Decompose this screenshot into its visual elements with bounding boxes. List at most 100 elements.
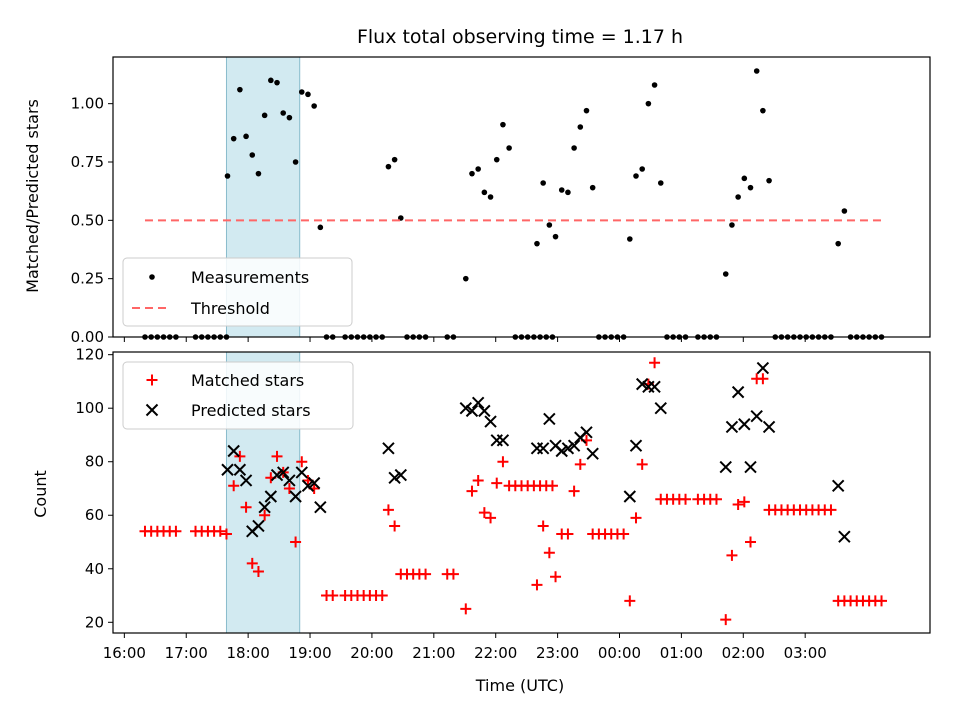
predicted-stars-point xyxy=(543,412,556,426)
top-y-tick-label: 0.75 xyxy=(71,153,104,171)
bottom-plot: 20 40 60 80 100 120 16:00 17:00 18:00 19:00 20:00 2… xyxy=(75,346,931,662)
predicted-stars-point xyxy=(283,474,296,487)
predicted-stars-point xyxy=(465,404,479,418)
matched-stars-point xyxy=(170,525,182,537)
measurement-point xyxy=(481,189,488,196)
predicted-stars-point xyxy=(654,401,667,415)
measurement-point xyxy=(657,180,664,186)
measurement-point xyxy=(469,170,475,177)
predicted-stars-point xyxy=(258,501,271,514)
x-tick-label: 18:00 xyxy=(227,644,270,662)
x-tick-label: 17:00 xyxy=(165,644,208,662)
bottom-y-tick-label: 100 xyxy=(75,399,104,417)
x-axis-label: Time (UTC) xyxy=(475,676,564,695)
bottom-series-0 xyxy=(139,357,888,626)
matched-stars-point xyxy=(472,474,484,486)
matched-stars-point xyxy=(624,595,636,607)
measurement-point xyxy=(475,166,481,172)
matched-stars-point xyxy=(649,357,661,369)
measurement-point xyxy=(391,156,398,163)
predicted-stars-point xyxy=(264,490,278,503)
measurement-point xyxy=(249,152,256,158)
measurement-point xyxy=(741,175,748,182)
legend-label-threshold: Threshold xyxy=(190,299,270,318)
measurement-point xyxy=(506,145,512,151)
predicted-stars-point xyxy=(471,396,485,410)
measurement-point xyxy=(577,124,584,130)
x-tick-label: 00:00 xyxy=(598,644,641,662)
measurement-point xyxy=(760,107,766,114)
measurement-point xyxy=(534,240,540,247)
matched-stars-point xyxy=(568,485,580,497)
matched-stars-point xyxy=(537,520,549,532)
x-tick-label: 19:00 xyxy=(288,644,331,662)
matched-stars-point xyxy=(726,549,738,561)
predicted-stars-point xyxy=(635,377,649,391)
chart-title: Flux total observing time = 1.17 h xyxy=(357,26,683,48)
measurement-point xyxy=(274,79,280,86)
matched-stars-point xyxy=(574,458,586,470)
top-axes-frame xyxy=(112,56,931,338)
predicted-stars-point xyxy=(744,460,757,474)
predicted-stars-point xyxy=(394,468,408,482)
predicted-stars-point xyxy=(555,444,568,458)
predicted-stars-point xyxy=(295,466,308,479)
measurement-point xyxy=(230,135,237,142)
measurement-point xyxy=(385,163,392,170)
measurement-point xyxy=(645,100,652,107)
bottom-y-tick-label: 120 xyxy=(75,346,104,364)
x-tick-label: 20:00 xyxy=(350,644,393,662)
matched-stars-point xyxy=(327,590,339,602)
predicted-stars-point xyxy=(648,380,661,393)
matched-stars-point xyxy=(732,499,744,511)
predicted-stars-point xyxy=(496,434,510,447)
top-y-tick-label: 0.25 xyxy=(71,270,104,288)
measurement-point xyxy=(311,103,317,109)
legend-label-predicted-stars: Predicted stars xyxy=(191,401,311,420)
matched-stars-point xyxy=(214,525,226,537)
x-tick-label: 21:00 xyxy=(412,644,455,662)
predicted-stars-point xyxy=(738,418,751,431)
matched-stars-point xyxy=(376,590,388,602)
matched-stars-point xyxy=(550,571,562,583)
measurement-point xyxy=(493,156,500,163)
predicted-stars-point xyxy=(561,442,575,455)
predicted-stars-point xyxy=(227,444,240,458)
legend-label-matched-stars: Matched stars xyxy=(191,371,304,390)
predicted-stars-point xyxy=(277,466,290,479)
matched-stars-point xyxy=(745,536,757,548)
measurement-point xyxy=(633,173,639,179)
top-legend: Measurements Threshold xyxy=(122,257,353,327)
predicted-stars-point xyxy=(530,442,544,455)
measurement-point xyxy=(280,110,287,116)
matched-stars-point xyxy=(447,568,459,580)
measurement-point xyxy=(261,112,268,119)
measurement-point xyxy=(841,208,848,214)
predicted-stars-point xyxy=(762,420,776,434)
predicted-stars-point xyxy=(239,474,253,487)
measurement-point xyxy=(753,68,760,74)
measurement-point xyxy=(735,194,741,200)
matched-stars-point xyxy=(290,536,302,548)
matched-stars-point xyxy=(283,482,295,494)
predicted-stars-point xyxy=(233,463,247,476)
predicted-stars-point xyxy=(289,490,302,503)
matched-stars-point xyxy=(710,493,722,505)
matched-stars-point xyxy=(491,477,503,489)
predicted-stars-point xyxy=(750,410,763,423)
top-y-tick-label: 0.00 xyxy=(71,328,104,346)
legend-box xyxy=(122,257,353,327)
measurement-point xyxy=(243,133,249,140)
measurement-point xyxy=(286,114,293,121)
matched-stars-point xyxy=(618,528,630,540)
predicted-stars-point xyxy=(478,404,491,418)
matched-stars-point xyxy=(531,579,543,591)
measurement-point xyxy=(540,180,546,186)
predicted-stars-point xyxy=(756,361,770,375)
predicted-stars-point xyxy=(388,471,401,484)
bottom-y-tick-label: 80 xyxy=(85,453,104,471)
legend-marker-matched-stars xyxy=(146,374,158,386)
predicted-stars-point xyxy=(536,442,550,455)
predicted-stars-point xyxy=(252,519,265,533)
